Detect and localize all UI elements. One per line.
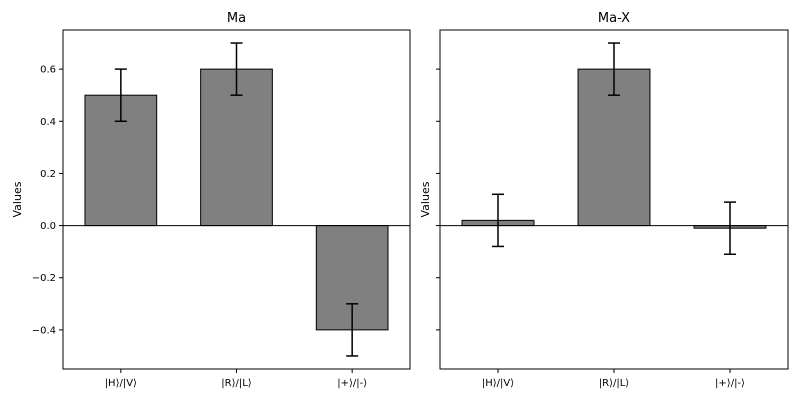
x-tick-label: |R⟩/|L⟩ <box>221 378 252 389</box>
subplot-1: |H⟩/|V⟩ |R⟩/|L⟩ |+⟩/|-⟩ −0.4 −0.2 0.0 0.2 0.4 0.… <box>11 11 411 389</box>
x-tick-label: |+⟩/|-⟩ <box>337 378 367 389</box>
y-tick-label: 0.4 <box>40 117 56 128</box>
subplot-2: |H⟩/|V⟩ |R⟩/|L⟩ |+⟩/|-⟩ Ma-X Values <box>419 11 789 389</box>
chart-title: Ma-X <box>598 11 630 26</box>
x-tick-label: |H⟩/|V⟩ <box>482 378 514 389</box>
axes-frame <box>62 29 411 370</box>
x-tick-label: |R⟩/|L⟩ <box>599 378 630 389</box>
y-axis-label: Values <box>11 181 24 217</box>
x-tick-label: |+⟩/|-⟩ <box>715 378 745 389</box>
x-tick-label: |H⟩/|V⟩ <box>105 378 137 389</box>
y-tick-label: 0.6 <box>40 65 56 76</box>
axes-frame <box>439 29 789 370</box>
y-axis-label: Values <box>419 181 432 217</box>
y-tick-label: 0.0 <box>40 221 56 232</box>
y-tick-label: −0.4 <box>32 325 56 336</box>
chart-title: Ma <box>227 11 246 26</box>
y-tick-label: −0.2 <box>32 273 56 284</box>
y-tick-label: 0.2 <box>40 169 56 180</box>
